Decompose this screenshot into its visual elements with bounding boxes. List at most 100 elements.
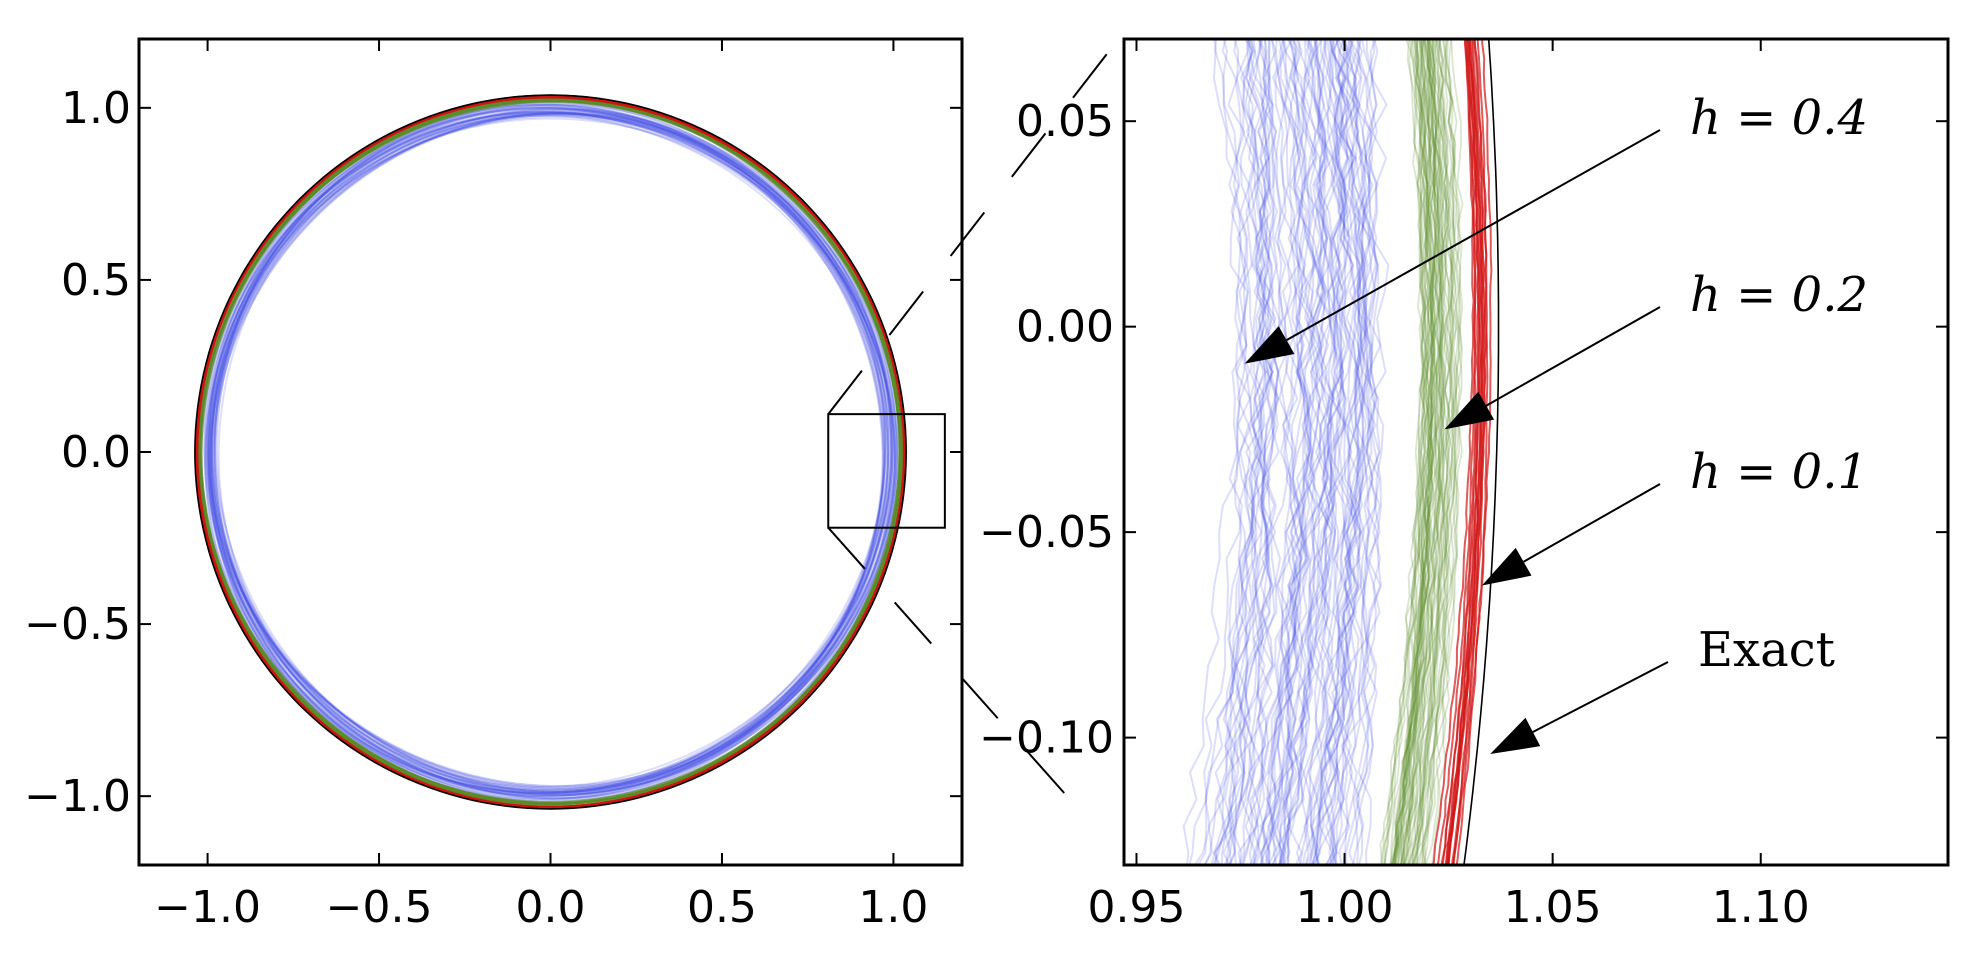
right-plot-area xyxy=(1182,39,1500,865)
h-0-4-trajectory-left xyxy=(217,113,889,789)
h-0-4-trajectory-left xyxy=(216,114,891,792)
h-0-4-trajectory-right xyxy=(1244,39,1280,865)
annotation-label: h = 0.4 xyxy=(1690,90,1868,146)
h-0-2-trajectory-right xyxy=(1400,39,1442,865)
h-0-4-trajectory-left xyxy=(206,111,890,797)
h-0-2-trajectory-right xyxy=(1402,39,1443,865)
h-0-4-trajectory-right xyxy=(1260,39,1334,865)
left-panel: −1.0 −0.5 0.0 0.5 1.0 1.0 0.5 0.0 −0.5 −1.0 xyxy=(24,37,964,933)
h-0-4-trajectory-right xyxy=(1324,39,1360,865)
h-0-4-trajectory-right xyxy=(1278,39,1356,865)
annotation-label: h = 0.2 xyxy=(1690,267,1868,323)
h-0-4-trajectory-right xyxy=(1241,39,1329,865)
h-0-4-trajectory-right xyxy=(1316,39,1353,865)
h-0-2-trajectory-right xyxy=(1407,39,1446,865)
h-0-4-trajectory-right xyxy=(1220,39,1284,865)
h-0-4-trajectory-left xyxy=(214,112,893,794)
h-0-4-trajectory-right xyxy=(1307,39,1378,865)
h-0-2-trajectory-right xyxy=(1390,39,1438,865)
h-0-2-trajectory-right xyxy=(1391,39,1426,865)
h-0-4-trajectory-right xyxy=(1240,39,1274,865)
h-0-2-trajectory-right xyxy=(1418,39,1456,865)
h-0-4-trajectory-right xyxy=(1272,39,1333,865)
h-0-4-trajectory-right xyxy=(1212,39,1254,865)
h-0-4-trajectory-right xyxy=(1337,39,1379,865)
h-0-2-trajectory-right xyxy=(1416,39,1451,865)
zoom-connectors xyxy=(827,36,1121,823)
h-0-4-trajectory-right xyxy=(1271,39,1313,865)
h-0-4-trajectory-right xyxy=(1267,39,1314,865)
h-0-2-trajectory-right xyxy=(1389,39,1437,865)
h-0-4-trajectory-left xyxy=(206,110,889,795)
h-0-4-trajectory-right xyxy=(1272,39,1344,865)
h-0-2-trajectory-right xyxy=(1391,39,1432,865)
right-xtick-label: 1.10 xyxy=(1712,882,1810,933)
h-0-4-trajectory-right xyxy=(1202,39,1273,865)
h-0-2-trajectory-right xyxy=(1402,39,1445,865)
h-0-4-trajectory-right xyxy=(1282,39,1350,865)
h-0-2-trajectory-right xyxy=(1421,39,1460,865)
h-0-4-trajectory-left xyxy=(207,103,899,798)
h-0-4-trajectory-left xyxy=(210,111,895,797)
h-0-2-trajectory-right xyxy=(1415,39,1449,865)
h-0-2-trajectory-right xyxy=(1392,39,1431,865)
h-0-2-trajectory-right xyxy=(1411,39,1454,865)
h-0-2-trajectory-right xyxy=(1401,39,1438,865)
h-0-2-trajectory-right xyxy=(1390,39,1427,865)
h-0-4-trajectory-left xyxy=(211,112,885,789)
exact-solution-left xyxy=(194,94,907,810)
h-0-2-trajectory-right xyxy=(1421,39,1454,865)
h-0-4-trajectory-left xyxy=(209,113,886,793)
h-0-2-trajectory-right xyxy=(1424,39,1463,865)
left-ytick-label: 0.5 xyxy=(61,255,131,306)
h-0-4-trajectory-left xyxy=(210,107,897,796)
h-0-4-trajectory-left xyxy=(203,107,893,800)
h-0-4-trajectory-left xyxy=(206,102,899,797)
h-0-4-trajectory-right xyxy=(1249,39,1300,865)
h-0-4-trajectory-left xyxy=(207,111,890,797)
h-0-4-trajectory-right xyxy=(1277,39,1316,865)
h-0-4-trajectory-right xyxy=(1197,39,1271,865)
h-0-4-trajectory-left xyxy=(209,105,894,793)
h-0-4-trajectory-right xyxy=(1271,39,1345,865)
h-0-4-trajectory-right xyxy=(1214,39,1253,865)
left-xtick-label: 0.0 xyxy=(516,882,586,933)
h-0-2-trajectory-right xyxy=(1384,39,1431,865)
h-0-1-trajectory-right xyxy=(1436,39,1477,865)
h-0-4-trajectory-right xyxy=(1282,39,1347,865)
h-0-4-trajectory-right xyxy=(1309,39,1365,865)
h-0-4-trajectory-right xyxy=(1259,39,1335,865)
h-0-2-trajectory-right xyxy=(1424,39,1464,865)
h-0-4-trajectory-right xyxy=(1233,39,1277,865)
h-0-4-trajectory-left xyxy=(207,103,897,795)
right-axes-frame xyxy=(1122,37,1950,867)
h-0-2-trajectory-right xyxy=(1399,39,1434,865)
h-0-4-trajectory-right xyxy=(1280,39,1347,865)
h-0-4-trajectory-right xyxy=(1227,39,1268,865)
h-0-2-trajectory-right xyxy=(1407,39,1445,865)
h-0-4-trajectory-right xyxy=(1330,39,1374,865)
left-ytick-label: −1.0 xyxy=(24,771,131,822)
h-0-4-trajectory-right xyxy=(1223,39,1274,865)
h-0-4-trajectory-right xyxy=(1237,39,1317,865)
h-0-4-trajectory-right xyxy=(1289,39,1333,865)
h-0-2-trajectory-right xyxy=(1413,39,1451,865)
h-0-4-trajectory-right xyxy=(1239,39,1279,865)
h-0-2-trajectory-right xyxy=(1392,39,1439,865)
h-0-4-trajectory-right xyxy=(1311,39,1378,865)
h-0-4-trajectory-right xyxy=(1264,39,1315,865)
zoom-connector-bottom xyxy=(827,527,1091,823)
h-0-4-trajectory-right xyxy=(1314,39,1363,865)
left-xtick-label: 0.5 xyxy=(687,882,757,933)
annotation-arrow-head xyxy=(1244,326,1295,364)
right-ticks: 0.95 1.00 1.05 1.10 0.05 0.00 −0.05 −0.10 xyxy=(979,39,1948,933)
h-0-2-trajectory-right xyxy=(1389,39,1434,865)
h-0-4-trajectory-right xyxy=(1251,39,1324,865)
h-0-4-trajectory-left xyxy=(213,111,894,795)
h-0-4-trajectory-left xyxy=(210,106,896,794)
h-0-4-trajectory-right xyxy=(1278,39,1312,865)
left-axes-frame xyxy=(137,37,964,867)
h-0-4-trajectory-right xyxy=(1315,39,1373,865)
h-0-4-trajectory-left xyxy=(205,108,890,796)
